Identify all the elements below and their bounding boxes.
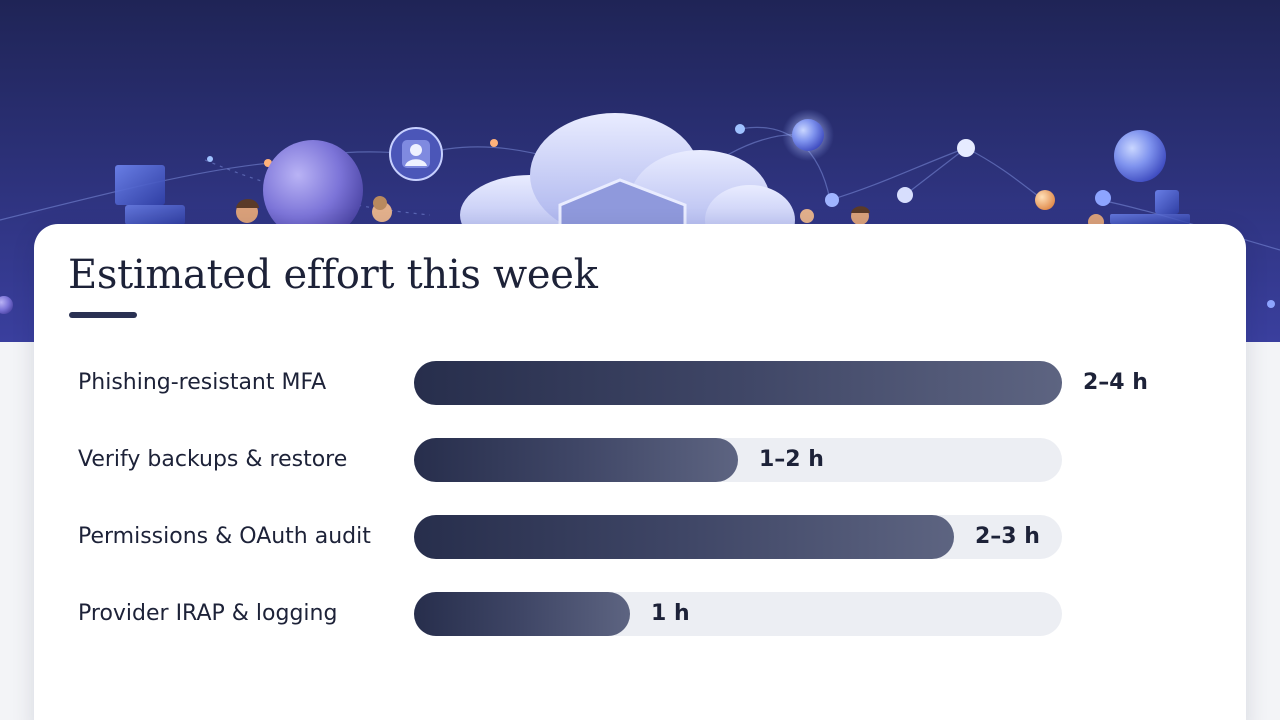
bar-verify-backups: [414, 438, 738, 482]
bar-track-verify-backups: [414, 438, 1062, 482]
people-icon: [236, 196, 1104, 230]
bar-provider-irap-logging: [414, 592, 630, 636]
bar-track-provider-irap-logging: [414, 592, 1062, 636]
bar-value-provider-irap-logging: 1 h: [651, 601, 690, 626]
effort-card: Estimated effort this week Phishing-resi…: [34, 224, 1246, 720]
chart-title: Estimated effort this week: [68, 252, 598, 298]
bar-label-provider-irap-logging: Provider IRAP & logging: [78, 601, 338, 626]
bar-value-verify-backups: 1–2 h: [759, 447, 824, 472]
title-underline: [69, 312, 137, 318]
bar-track-phishing-resistant-mfa: [414, 361, 1062, 405]
bar-value-permissions-oauth-audit: 2–3 h: [975, 524, 1040, 549]
person-badge-icon: [389, 127, 443, 181]
cube-stack: [115, 165, 1190, 225]
bar-phishing-resistant-mfa: [414, 361, 1062, 405]
bar-label-phishing-resistant-mfa: Phishing-resistant MFA: [78, 370, 327, 395]
bar-track-permissions-oauth-audit: [414, 515, 1062, 559]
bar-label-verify-backups: Verify backups & restore: [78, 447, 348, 472]
bar-value-phishing-resistant-mfa: 2–4 h: [1083, 370, 1148, 395]
bar-permissions-oauth-audit: [414, 515, 954, 559]
bar-label-permissions-oauth-audit: Permissions & OAuth audit: [78, 524, 371, 549]
